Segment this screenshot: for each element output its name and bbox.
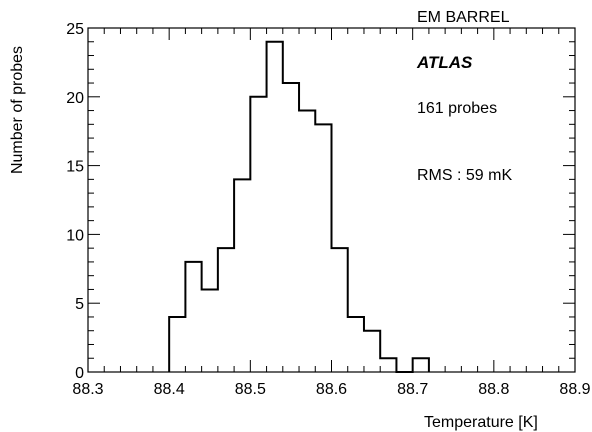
atlas-label: ATLAS xyxy=(416,53,473,72)
x-tick-label: 88.8 xyxy=(478,381,509,398)
plot-frame xyxy=(87,27,576,373)
x-tick-label: 88.4 xyxy=(154,381,185,398)
x-tick-label: 88.5 xyxy=(235,381,266,398)
y-tick-label: 20 xyxy=(66,90,84,107)
x-tick-label: 88.7 xyxy=(397,381,428,398)
chart-title: EM BARREL xyxy=(417,9,510,26)
x-tick-label: 88.9 xyxy=(559,381,590,398)
probe-count-label: 161 probes xyxy=(417,100,497,117)
y-tick-label: 25 xyxy=(66,21,84,38)
y-tick-labels: 0 5 10 15 20 25 xyxy=(66,21,84,382)
histogram-outline xyxy=(168,40,430,373)
y-tick-label: 5 xyxy=(75,296,84,313)
x-tick-label: 88.3 xyxy=(72,381,103,398)
y-tick-label: 15 xyxy=(66,159,84,176)
x-tick-label: 88.6 xyxy=(316,381,347,398)
x-tick-labels: 88.3 88.4 88.5 88.6 88.7 88.8 88.9 xyxy=(72,381,590,398)
y-tick-label: 0 xyxy=(75,365,84,382)
x-axis-label: Temperature [K] xyxy=(424,414,538,431)
y-tick-label: 10 xyxy=(66,227,84,244)
rms-label: RMS : 59 mK xyxy=(417,167,512,184)
y-axis-label: Number of probes xyxy=(9,46,26,174)
